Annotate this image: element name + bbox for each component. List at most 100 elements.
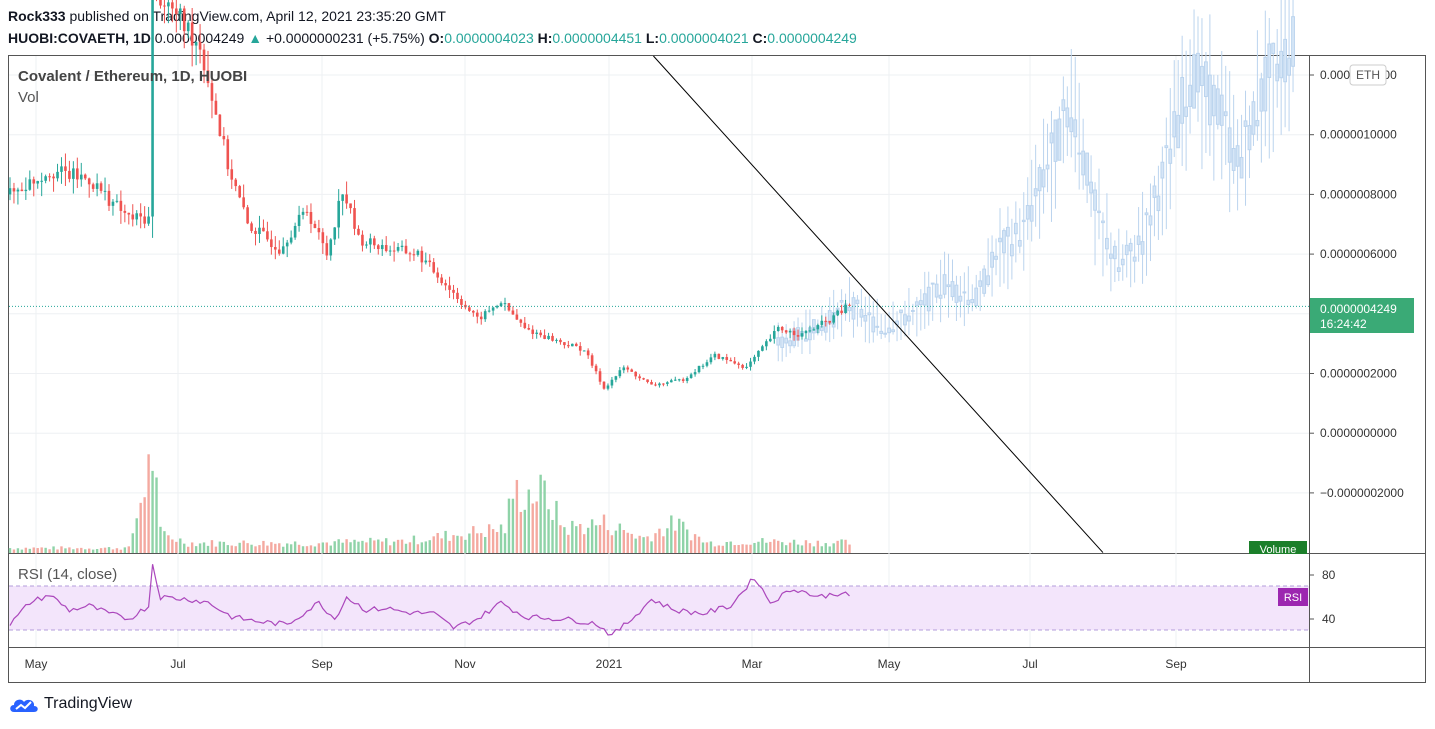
candle-body [460, 299, 463, 305]
rsi-line [9, 564, 850, 636]
projection-body [855, 299, 860, 305]
volume-bar [341, 542, 344, 553]
projection-body [1132, 256, 1137, 262]
candle-body [345, 194, 348, 204]
candle-body [234, 179, 238, 187]
candle-body [733, 361, 736, 364]
volume-tag-label: Volume [1260, 544, 1297, 556]
projection-body [1164, 145, 1169, 149]
volume-tag: Volume [1249, 541, 1307, 556]
candle-body [341, 194, 344, 201]
candle-body [384, 245, 388, 251]
candle-body [673, 379, 677, 381]
volume-bar [828, 546, 831, 553]
volume-bar [139, 502, 142, 553]
volume-bar [198, 543, 202, 553]
volume-bar [214, 546, 218, 553]
candle-body [729, 359, 733, 362]
volume-bar [143, 497, 146, 553]
projection-body [784, 337, 789, 344]
candle-body [392, 250, 396, 252]
volume-bar [175, 541, 178, 553]
projection-body [863, 314, 868, 322]
volume-bar [190, 542, 194, 553]
projection-body [918, 300, 923, 306]
volume-bar [634, 538, 637, 553]
projection-body [1255, 120, 1260, 127]
candle-body [800, 333, 804, 337]
projection-body [1033, 188, 1038, 197]
volume-bar [333, 541, 336, 553]
projection-body [1116, 267, 1121, 272]
candle-body [757, 350, 760, 357]
author-name[interactable]: Rock333 [8, 8, 66, 24]
volume-bar [515, 479, 519, 553]
candle-body [44, 176, 47, 181]
volume-bar [282, 546, 285, 553]
volume-bar [88, 548, 91, 553]
volume-bar [749, 544, 752, 553]
volume-bar [163, 531, 166, 553]
tradingview-logo[interactable]: TradingView [8, 694, 132, 714]
series-title[interactable]: Covalent / Ethereum, 1D, HUOBI [18, 68, 248, 85]
candle-body [281, 246, 285, 254]
volume-bar [689, 540, 693, 553]
volume-bar [44, 547, 47, 553]
candle-body [424, 260, 428, 263]
candle-body [483, 311, 487, 320]
volume-bar [115, 548, 119, 553]
candle-body [721, 357, 725, 359]
projection-body [1105, 237, 1109, 250]
volume-bar [16, 548, 20, 553]
projection-body [1037, 167, 1042, 192]
currency-badge[interactable]: ETH [1349, 64, 1387, 86]
volume-bar [353, 539, 356, 553]
volume-bar [784, 545, 788, 553]
candle-body [159, 0, 162, 6]
candle-body [305, 211, 309, 213]
candle-body [761, 346, 764, 351]
candle-body [662, 383, 665, 385]
price-tick-label: 0.0000006000 [1320, 247, 1397, 261]
volume-bar [234, 546, 237, 553]
projection-body [1120, 258, 1125, 266]
candle-body [222, 135, 226, 140]
volume-bar [670, 515, 673, 553]
projection-body [1235, 145, 1240, 167]
candle-body [226, 139, 230, 170]
candle-body [333, 227, 337, 240]
volume-bar [381, 541, 384, 553]
rsi-legend[interactable]: RSI (14, close) [18, 566, 118, 583]
volume-bar [293, 541, 297, 553]
projection-body [1049, 132, 1054, 144]
candle-body [254, 230, 257, 234]
candle-body [646, 379, 649, 383]
volume-bar [127, 546, 130, 553]
volume-bar [365, 542, 368, 553]
volume-bar [729, 541, 732, 553]
candle-body [202, 49, 206, 71]
candle-body [400, 245, 404, 248]
candle-body [289, 237, 293, 243]
candle-body [650, 382, 653, 385]
candle-body [210, 83, 214, 101]
candle-body [681, 379, 685, 381]
volume-bar [472, 526, 475, 553]
projection-body [1271, 42, 1276, 54]
publication-line: Rock333 published on TradingView.com, Ap… [8, 8, 446, 24]
time-tick-label: Jul [170, 657, 185, 671]
volume-bar [361, 540, 364, 553]
volume-bar [769, 541, 772, 553]
projection-body [1156, 195, 1161, 212]
candle-body [369, 238, 372, 245]
volume-bar [705, 542, 709, 553]
candle-body [309, 212, 313, 224]
candle-body [697, 365, 701, 373]
candle-body [147, 216, 150, 224]
volume-bar [638, 535, 641, 553]
volume-legend[interactable]: Vol [18, 89, 39, 106]
chart-canvas[interactable]: 0.00000120000.00000100000.00000080000.00… [0, 0, 1435, 690]
projection-body [883, 332, 888, 335]
projection-body [1124, 244, 1129, 256]
volume-bar [788, 542, 792, 553]
